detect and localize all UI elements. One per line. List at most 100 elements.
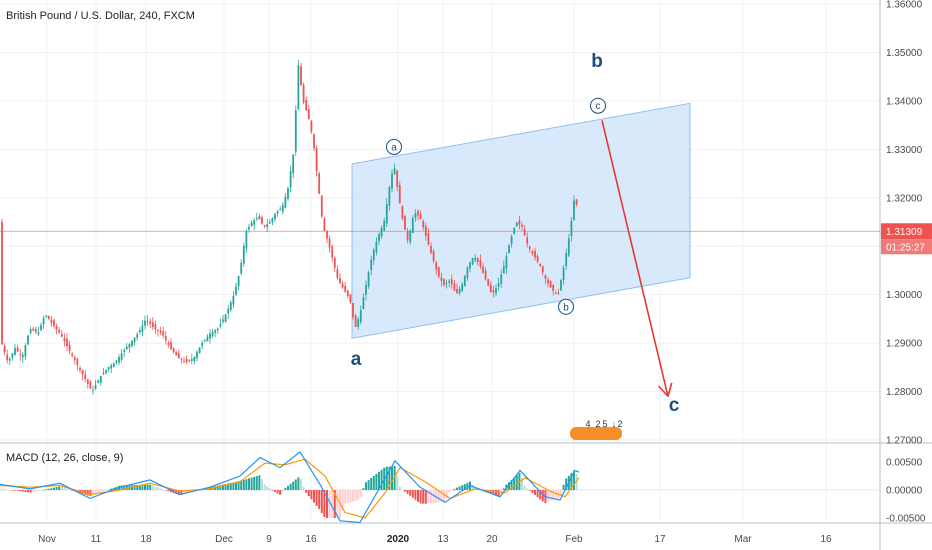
candle-body [138, 330, 141, 333]
candle-body [450, 279, 453, 285]
candle-body [339, 278, 341, 284]
candle-body [274, 213, 276, 220]
candle-body [81, 370, 84, 375]
macd-histogram-bar [300, 479, 302, 490]
macd-histogram-bar [133, 485, 136, 490]
candle-body [518, 220, 521, 225]
candle-body [489, 284, 492, 292]
macd-histogram-bar [47, 488, 50, 490]
candle-body [344, 285, 347, 292]
macd-histogram-bar [183, 490, 185, 495]
macd-pane [0, 451, 880, 524]
candle-body [227, 308, 230, 314]
macd-histogram-bar [281, 490, 284, 492]
candle-body [232, 296, 235, 305]
macd-histogram-bar [406, 490, 409, 494]
candle-body [341, 283, 344, 288]
candle-body [430, 246, 432, 253]
candles [1, 59, 578, 395]
macd-histogram-bar [521, 478, 523, 490]
candle-body [268, 222, 271, 224]
candle-body [261, 217, 263, 224]
macd-histogram-bar [510, 479, 513, 490]
wave-label: b [591, 51, 603, 72]
candle-body [549, 281, 552, 288]
candle-body [365, 284, 367, 295]
macd-histogram-bar [141, 484, 144, 490]
macd-histogram-bar [505, 484, 508, 490]
macd-histogram-bar [349, 490, 352, 503]
macd-histogram-bar [573, 470, 575, 490]
macd-histogram-bar [162, 489, 165, 490]
candle-body [94, 385, 97, 389]
macd-histogram-bar [341, 490, 344, 511]
candle-body [107, 366, 110, 370]
macd-histogram-bar [248, 478, 250, 490]
wave-circle-label: b [563, 302, 569, 313]
candle-body [289, 171, 292, 188]
candle-body [385, 203, 388, 224]
candle-body [495, 288, 497, 294]
macd-histogram-bar [515, 475, 518, 490]
candle-body [92, 389, 94, 391]
macd-histogram-bar [105, 490, 107, 491]
macd-histogram-bar [86, 490, 89, 496]
macd-histogram-bar [427, 490, 430, 504]
candle-body [144, 320, 146, 326]
candle-body [372, 250, 375, 261]
candle-body [500, 274, 503, 284]
candle-body [375, 241, 378, 253]
candle-body [271, 218, 274, 223]
macd-histogram-bar [8, 489, 11, 491]
candle-body [250, 222, 253, 227]
macd-histogram-bar [45, 489, 48, 490]
candle-body [120, 353, 123, 360]
macd-histogram-bar [297, 477, 300, 490]
candle-body [547, 279, 549, 284]
candle-body [99, 376, 102, 383]
macd-histogram-bar [461, 485, 464, 490]
candle-body [482, 266, 484, 273]
macd-histogram-bar [60, 487, 63, 490]
macd-histogram-bar [224, 484, 227, 490]
candle-body [414, 213, 417, 218]
candle-body [84, 374, 87, 380]
candle-body [141, 325, 144, 333]
macd-histogram-bar [328, 490, 331, 518]
candle-body [240, 262, 243, 274]
candle-body [136, 334, 139, 338]
candle-body [427, 233, 430, 245]
candle-body [19, 354, 22, 356]
macd-histogram-bar [3, 488, 6, 490]
candle-body [131, 340, 133, 347]
macd-histogram-bar [388, 466, 391, 490]
candle-body [440, 277, 443, 281]
macd-histogram-bar [487, 490, 490, 493]
macd-histogram-bar [16, 490, 19, 491]
macd-histogram-bar [523, 485, 526, 490]
projection-arrow[interactable] [601, 120, 673, 397]
candle-body [396, 170, 399, 188]
candle-body [443, 279, 445, 285]
candle-body [302, 84, 305, 103]
event-tags[interactable]: 4 2 5 ↓ 2 [570, 419, 623, 440]
macd-histogram-bar [71, 490, 74, 491]
candle-body [79, 367, 81, 370]
candle-body [266, 224, 269, 228]
price-tick-label: 1.29000 [886, 339, 923, 350]
macd-tick-label: 0.00000 [886, 486, 923, 497]
wave-channel[interactable] [351, 102, 691, 339]
chart-title: British Pound / U.S. Dollar, 240, FXCM [6, 10, 195, 22]
candle-body [466, 267, 469, 278]
macd-histogram-bar [471, 484, 474, 490]
macd-histogram-bar [378, 471, 380, 490]
event-tag-label: ↓ [612, 419, 617, 429]
macd-histogram-bar [443, 490, 445, 502]
candle-body [487, 279, 490, 286]
macd-histogram-bar [32, 490, 35, 493]
macd-histogram-bar [216, 485, 219, 490]
candle-body [492, 290, 495, 293]
macd-histogram-bar [294, 479, 297, 490]
macd-histogram-bar [315, 490, 318, 506]
